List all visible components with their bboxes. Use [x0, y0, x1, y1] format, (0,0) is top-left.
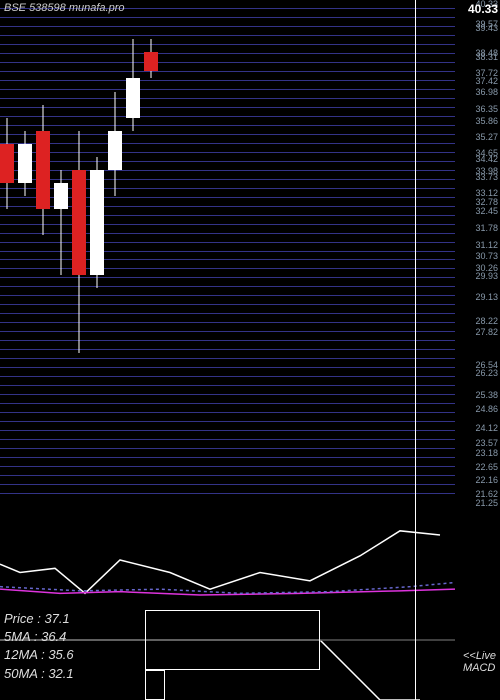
histogram-box: [145, 670, 165, 700]
y-label: 33.73: [475, 172, 498, 182]
candle: [72, 0, 86, 510]
y-label: 27.82: [475, 327, 498, 337]
y-label: 23.57: [475, 438, 498, 448]
y-label: 37.42: [475, 76, 498, 86]
y-label: 22.16: [475, 475, 498, 485]
y-label: 36.35: [475, 104, 498, 114]
chart-header: BSE 538598 munafa.pro: [4, 2, 124, 14]
y-label: 28.22: [475, 316, 498, 326]
ma50-label: 50MA : 32.1: [4, 665, 74, 683]
candle: [126, 0, 140, 510]
y-label: 32.45: [475, 206, 498, 216]
y-label: 31.78: [475, 223, 498, 233]
candle: [90, 0, 104, 510]
chart-container: 40.3339.5739.4338.4838.3137.7237.4236.98…: [0, 0, 500, 700]
y-label: 22.65: [475, 462, 498, 472]
histogram-box: [145, 610, 320, 670]
y-label: 24.12: [475, 423, 498, 433]
y-label: 35.27: [475, 132, 498, 142]
macd-panel: [0, 610, 500, 700]
candle: [144, 0, 158, 510]
y-label: 31.12: [475, 240, 498, 250]
y-label: 29.93: [475, 271, 498, 281]
y-label: 26.23: [475, 368, 498, 378]
y-label: 36.98: [475, 87, 498, 97]
y-label: 21.25: [475, 498, 498, 508]
top-price-label: 40.33: [468, 2, 498, 16]
candle: [18, 0, 32, 510]
y-label: 30.73: [475, 251, 498, 261]
y-label: 34.42: [475, 154, 498, 164]
candle: [54, 0, 68, 510]
ma5-label: 5MA : 36.4: [4, 628, 74, 646]
candle: [108, 0, 122, 510]
candle: [36, 0, 50, 510]
y-label: 38.31: [475, 52, 498, 62]
y-label: 23.18: [475, 448, 498, 458]
macd-label: <<Live MACD: [463, 650, 496, 674]
crosshair-vertical: [415, 0, 416, 700]
y-label: 39.43: [475, 23, 498, 33]
y-label: 29.13: [475, 292, 498, 302]
ma12-label: 12MA : 35.6: [4, 646, 74, 664]
candlestick-panel: 40.3339.5739.4338.4838.3137.7237.4236.98…: [0, 0, 500, 510]
candle: [0, 0, 14, 510]
y-label: 21.62: [475, 489, 498, 499]
y-label: 35.86: [475, 116, 498, 126]
price-label: Price : 37.1: [4, 610, 74, 628]
info-box: Price : 37.1 5MA : 36.4 12MA : 35.6 50MA…: [4, 610, 74, 683]
y-label: 24.86: [475, 404, 498, 414]
y-label: 25.38: [475, 390, 498, 400]
